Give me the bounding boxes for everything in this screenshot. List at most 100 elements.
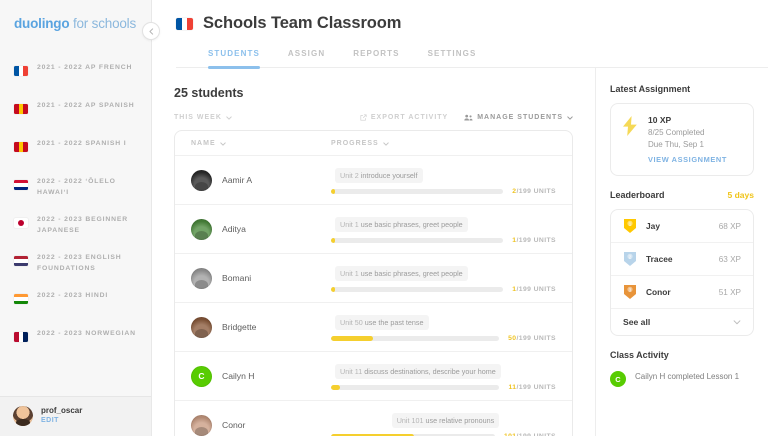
tab-settings[interactable]: Settings xyxy=(427,49,477,58)
sidebar-item-class-4[interactable]: 2022 - 2023 Beginner Japanese xyxy=(0,206,151,244)
progress-bar-fill xyxy=(331,385,341,390)
latest-assignment-title: Latest Assignment xyxy=(610,84,691,94)
svg-text:1: 1 xyxy=(629,221,632,226)
logo-for-schools: for schools xyxy=(72,16,137,31)
chevron-left-icon xyxy=(148,27,153,35)
students-count: 25 students xyxy=(174,86,244,100)
progress-bar xyxy=(331,238,504,243)
sidebar-item-class-3[interactable]: 2022 - 2022 ʻŌlelo Hawaiʻi xyxy=(0,168,151,206)
leaderboard-header: Leaderboard 5 days xyxy=(610,190,754,200)
leaderboard-xp: 68 XP xyxy=(718,221,741,231)
sidebar-item-label: 2021 - 2022 AP Spanish xyxy=(37,102,135,109)
progress-bar xyxy=(331,287,504,292)
chevron-down-icon xyxy=(219,141,226,146)
classroom-flag-icon xyxy=(176,17,193,30)
student-name: Aamir A xyxy=(222,175,253,185)
table-row[interactable]: Aditya Unit 1 use basic phrases, greet pe… xyxy=(175,204,572,253)
see-all-label: See all xyxy=(623,317,651,327)
progress-bar xyxy=(331,336,500,341)
avatar xyxy=(191,169,212,191)
student-name: Aditya xyxy=(222,224,246,234)
edit-profile-link[interactable]: Edit xyxy=(41,417,59,424)
latest-assignment-header: Latest Assignment xyxy=(610,84,754,94)
assignment-xp: 10 XP xyxy=(648,115,672,125)
chevron-down-icon xyxy=(567,115,573,120)
student-name: Conor xyxy=(222,420,246,430)
leaderboard-row[interactable]: 2 Tracee 63 XP xyxy=(611,243,753,276)
student-name: Cailyn H xyxy=(222,371,255,381)
current-unit-badge: Unit 2 introduce yourself xyxy=(335,168,423,183)
current-unit-badge: Unit 1 use basic phrases, greet people xyxy=(335,217,468,232)
user-name: prof_oscar xyxy=(41,406,83,415)
sidebar: duolingo for schools 2021 - 2022 AP Fren… xyxy=(0,0,160,436)
bronze-medal-icon: 3 xyxy=(623,284,637,300)
table-row[interactable]: Bomani Unit 1 use basic phrases, greet pe… xyxy=(175,253,572,302)
people-icon xyxy=(464,114,473,121)
student-name-cell: Bridgette xyxy=(191,316,331,338)
sidebar-item-class-2[interactable]: 2021 - 2022 Spanish I xyxy=(0,130,151,168)
current-unit-badge: Unit 101 use relative pronouns xyxy=(391,413,500,428)
sidebar-item-label: 2022 - 2023 Norwegian xyxy=(37,330,136,337)
sidebar-item-label: 2022 - 2023 English Foundations xyxy=(37,254,122,272)
main-area: Schools Team Classroom Students Assign Rep… xyxy=(152,0,768,436)
brand-logo[interactable]: duolingo for schools xyxy=(0,0,151,44)
student-progress-cell: Unit 2 introduce yourself 2/199 UNITS xyxy=(331,165,556,195)
sidebar-item-class-5[interactable]: 2022 - 2023 English Foundations xyxy=(0,244,151,282)
leaderboard-xp: 63 XP xyxy=(718,254,741,264)
leaderboard-student-name: Jay xyxy=(646,221,660,231)
latest-assignment-card[interactable]: 10 XP 8/25 Completed Due Thu, Sep 1 View… xyxy=(610,103,754,176)
export-activity-label: Export Activity xyxy=(370,114,449,121)
class-activity-title: Class Activity xyxy=(610,350,669,360)
leaderboard-xp: 51 XP xyxy=(718,287,741,297)
leaderboard-list: 1 Jay 68 XP 2 Tracee 63 XP 3 Conor 51 XP xyxy=(611,210,753,309)
tab-assign[interactable]: Assign xyxy=(287,49,326,58)
table-row[interactable]: C Cailyn H Unit 11 discuss destinations, d… xyxy=(175,351,572,400)
avatar xyxy=(13,405,33,426)
leaderboard-title: Leaderboard xyxy=(610,190,665,200)
tab-reports[interactable]: Reports xyxy=(353,49,400,58)
units-count: 1/199 UNITS xyxy=(512,237,556,244)
class-activity-header: Class Activity xyxy=(610,350,754,360)
units-count: 50/199 UNITS xyxy=(508,335,556,342)
assignment-completed: 8/25 Completed xyxy=(648,128,705,137)
student-name-cell: C Cailyn H xyxy=(191,365,331,387)
sidebar-user-row[interactable]: prof_oscar Edit xyxy=(0,396,151,436)
table-row[interactable]: Conor Unit 101 use relative pronouns 101/1… xyxy=(175,400,572,436)
avatar: C xyxy=(191,365,212,387)
leaderboard-student-name: Tracee xyxy=(646,254,673,264)
flag-icon-es xyxy=(14,104,28,114)
column-header-name[interactable]: Name xyxy=(191,140,331,147)
class-activity-list: C Cailyn H completed Lesson 1 xyxy=(610,371,754,387)
column-header-progress[interactable]: Progress xyxy=(331,140,389,147)
flag-icon-fr xyxy=(14,66,28,76)
manage-students-button[interactable]: Manage Students xyxy=(464,114,573,121)
table-row[interactable]: Bridgette Unit 50 use the past tense 50/19… xyxy=(175,302,572,351)
tab-students[interactable]: Students xyxy=(194,49,274,69)
avatar xyxy=(191,218,212,240)
manage-students-label: Manage Students xyxy=(477,114,563,121)
svg-text:2: 2 xyxy=(629,254,632,259)
leaderboard-see-all-button[interactable]: See all xyxy=(611,309,753,335)
page-header: Schools Team Classroom Students Assign Rep… xyxy=(152,0,768,69)
assignment-due: Due Thu, Sep 1 xyxy=(648,140,704,149)
progress-bar-row: 1/199 UNITS xyxy=(331,237,556,244)
sidebar-item-class-6[interactable]: 2022 - 2023 Hindi xyxy=(0,282,151,320)
table-row[interactable]: Aamir A Unit 2 introduce yourself 2/199 UN… xyxy=(175,155,572,204)
sidebar-item-class-0[interactable]: 2021 - 2022 AP French xyxy=(0,54,151,92)
progress-bar-row: 11/199 UNITS xyxy=(331,384,556,391)
export-activity-button[interactable]: Export Activity xyxy=(360,114,448,121)
sidebar-item-label: 2021 - 2022 Spanish I xyxy=(37,140,127,147)
sidebar-item-label: 2022 - 2022 ʻŌlelo Hawaiʻi xyxy=(37,178,116,196)
timeframe-filter-label: This week xyxy=(174,114,222,121)
sidebar-item-class-1[interactable]: 2021 - 2022 AP Spanish xyxy=(0,92,151,130)
progress-bar xyxy=(331,189,504,194)
leaderboard-row[interactable]: 3 Conor 51 XP xyxy=(611,276,753,309)
sidebar-item-class-7[interactable]: 2022 - 2023 Norwegian xyxy=(0,320,151,358)
current-unit-badge: Unit 1 use basic phrases, greet people xyxy=(335,266,468,281)
view-assignment-link[interactable]: View Assignment xyxy=(648,155,727,164)
sidebar-collapse-button[interactable] xyxy=(142,22,160,40)
content-body: 25 students This week Export A xyxy=(152,68,768,436)
timeframe-filter[interactable]: This week xyxy=(174,114,232,121)
leaderboard-row[interactable]: 1 Jay 68 XP xyxy=(611,210,753,243)
progress-bar-row: 50/199 UNITS xyxy=(331,335,556,342)
